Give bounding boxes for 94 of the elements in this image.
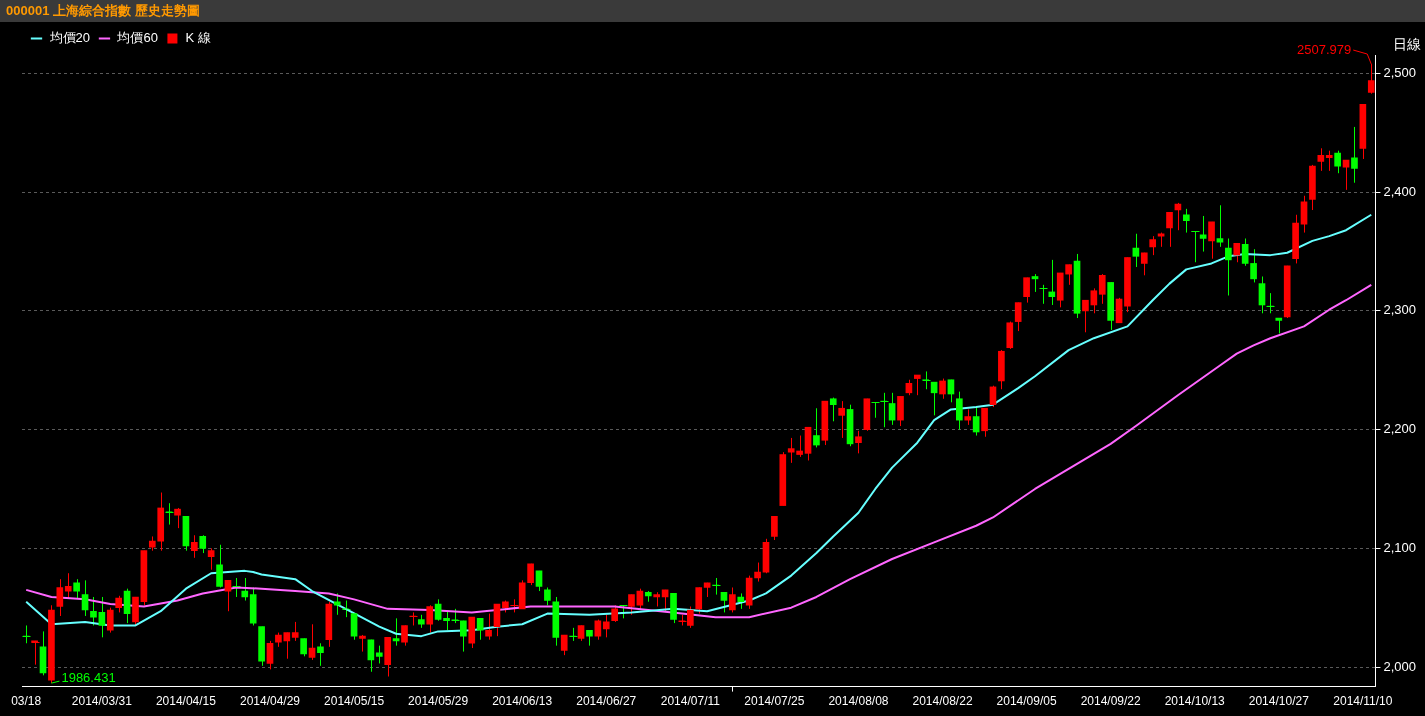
y-tick-label: 2,500 [1383, 65, 1417, 81]
y-tick-label: 2,000 [1383, 658, 1417, 674]
candlestick [434, 598, 442, 622]
candlestick [1351, 126, 1358, 184]
x-tick-label: 2014/05/15 [324, 694, 385, 709]
x-tick-label: 2014/06/27 [576, 694, 637, 709]
x-tick-label: 2014/11/10 [1333, 694, 1393, 709]
candlestick [1149, 235, 1157, 256]
candlestick [317, 642, 324, 667]
candlestick [1132, 233, 1140, 268]
candlestick [73, 578, 80, 599]
x-tick-label: 2014/09/22 [1080, 694, 1142, 709]
candlestick [956, 391, 963, 431]
candlestick [1023, 277, 1030, 304]
y-tick-label: 2,200 [1383, 421, 1417, 437]
candlestick [367, 639, 375, 673]
legend-label: K 線 [185, 30, 211, 46]
candlestick [913, 374, 921, 396]
candlestick [695, 586, 703, 615]
candlestick [1342, 159, 1350, 191]
candlestick [720, 591, 728, 613]
candlestick [165, 502, 174, 526]
y-tick-label: 2,100 [1383, 539, 1417, 555]
candlestick [1048, 259, 1056, 306]
x-tick-label: 2014/04/29 [239, 694, 301, 709]
candlestick [947, 379, 955, 403]
candlestick [981, 407, 988, 438]
candlestick [729, 586, 736, 613]
candlestick [838, 400, 845, 439]
candlestick [56, 578, 64, 617]
x-tick-label: 2014/09/05 [996, 694, 1057, 709]
candlestick [1325, 150, 1333, 172]
candlestick [813, 407, 820, 448]
legend-label: 均價60 [116, 30, 158, 46]
annotation: 1986.431 [61, 669, 116, 685]
x-tick-label: 2014/07/25 [744, 694, 805, 709]
candlestick [1090, 287, 1098, 314]
x-tick-label: 2014/08/08 [828, 694, 889, 709]
candlestick [426, 604, 434, 634]
candlestick [1082, 299, 1089, 333]
y-axis-title: 日線 [1393, 35, 1422, 52]
candlestick [972, 406, 980, 437]
candlestick [191, 534, 198, 559]
x-tick-label: 2014/05/29 [408, 694, 469, 709]
candlestick [266, 640, 274, 670]
x-tick-label: 2014/10/27 [1248, 694, 1310, 709]
candlestick [216, 544, 223, 588]
candlestick [1317, 147, 1325, 172]
annotation: 2507.979 [1297, 41, 1352, 57]
candlestick [106, 607, 114, 634]
candlestick [1182, 208, 1190, 234]
x-tick-label: 2014/07/11 [660, 694, 721, 709]
candlestick [1208, 221, 1215, 260]
candlestick [1258, 275, 1266, 314]
x-tick-label: 2014/04/15 [155, 694, 217, 709]
candlestick [241, 577, 249, 602]
candlestick [628, 594, 635, 616]
candlestick [771, 515, 778, 541]
candlestick [476, 617, 484, 641]
candlestick [1014, 302, 1022, 332]
candlestick [1225, 238, 1232, 296]
candlestick [602, 614, 610, 638]
y-tick-label: 2,400 [1383, 183, 1417, 199]
chart-title: 000001 上海綜合指數 歷史走勢圖 [0, 0, 1425, 22]
candlestick [1334, 150, 1341, 174]
candlestick [1241, 238, 1249, 267]
x-tick-label: 2014/08/22 [912, 694, 973, 709]
candlestick [939, 378, 946, 400]
candlestick [64, 572, 72, 599]
candlestick [1166, 211, 1173, 248]
candlestick [1300, 195, 1308, 234]
candlestick [81, 579, 89, 617]
candlestick [207, 547, 215, 571]
candlestick [1140, 252, 1148, 276]
candlestick [291, 621, 299, 642]
candlestick [98, 596, 106, 638]
candlestick [90, 596, 97, 626]
candlestick [1250, 248, 1257, 283]
legend-label: 均價20 [48, 30, 90, 46]
x-tick-label: 2014/03/31 [71, 694, 133, 709]
candlestick [485, 613, 492, 641]
candlestick [333, 592, 341, 616]
candlestick [855, 430, 862, 454]
candlestick [1098, 273, 1106, 305]
candlestick [443, 610, 450, 631]
x-tick-label: 2014/06/13 [492, 694, 553, 709]
candlestick [392, 617, 400, 647]
x-tick-label: 2014/10/13 [1164, 694, 1226, 709]
x-tick-label: 03/18 [11, 694, 42, 709]
candlestick [754, 562, 761, 583]
candlestick [401, 624, 408, 647]
y-tick-label: 2,300 [1383, 302, 1417, 318]
candlestick [1233, 242, 1241, 263]
candlestick [174, 507, 181, 529]
